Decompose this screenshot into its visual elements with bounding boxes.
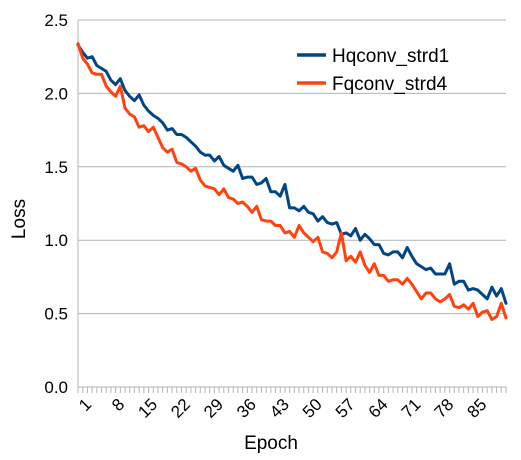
series-line-2	[76, 42, 508, 321]
series-lines	[76, 42, 508, 321]
legend-label-2: Fqconv_strd4	[332, 74, 448, 95]
y-axis-title: Loss	[9, 199, 30, 239]
y-tick-label: 2.0	[44, 84, 68, 103]
legend: Hqconv_strd1 Fqconv_strd4	[297, 46, 449, 95]
axes	[77, 20, 507, 393]
legend-label-1: Hqconv_strd1	[332, 46, 449, 67]
y-tick-label: 2.5	[44, 11, 68, 30]
y-tick-label: 1.5	[44, 158, 68, 177]
y-axis-tick-labels: 0.0 0.5 1.0 1.5 2.0 2.5	[44, 11, 68, 397]
y-tick-label: 0.0	[44, 378, 68, 397]
x-axis-title: Epoch	[244, 433, 298, 454]
y-tick-label: 0.5	[44, 305, 68, 324]
y-tick-label: 1.0	[44, 231, 68, 250]
series-line-1	[76, 43, 508, 305]
